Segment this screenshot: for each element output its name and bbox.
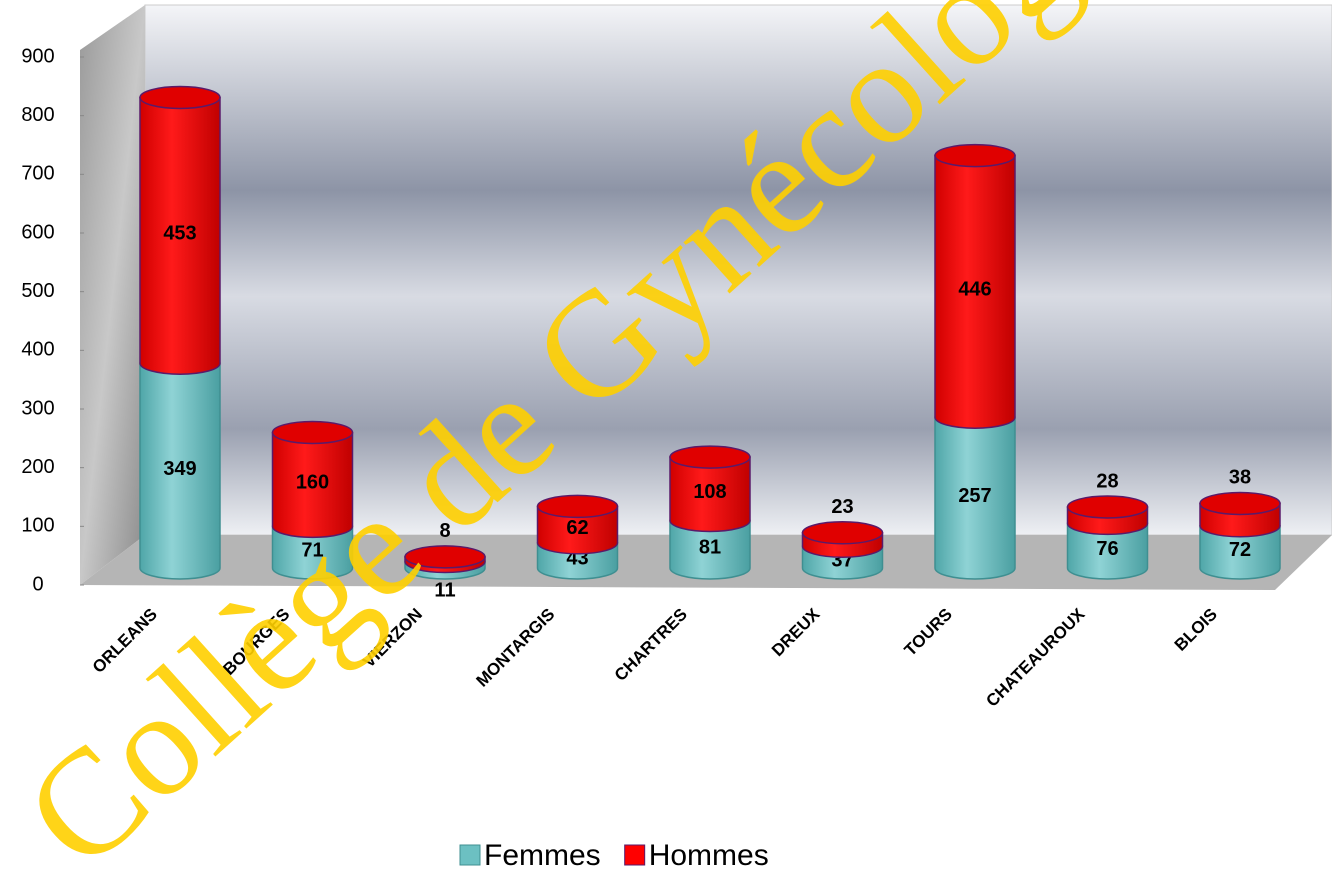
- bar-segment: [934, 416, 1016, 580]
- data-label: 76: [1096, 538, 1118, 560]
- bar-top: [1066, 495, 1149, 519]
- data-label: 453: [163, 223, 196, 245]
- y-tick-label: 900: [21, 45, 54, 67]
- x-tick-label: DREUX: [768, 604, 824, 660]
- bar-segment: [1199, 525, 1281, 580]
- y-tick-label: 200: [21, 456, 54, 478]
- y-tick-label: 800: [21, 104, 54, 126]
- bar-top: [1199, 491, 1281, 516]
- side-wall: [80, 5, 145, 585]
- bar-segment: [139, 362, 221, 580]
- y-tick-label: 700: [21, 163, 54, 185]
- data-label: 72: [1229, 539, 1251, 561]
- data-label: 349: [163, 458, 196, 480]
- bar-top: [801, 521, 884, 545]
- y-tick-label: 300: [21, 397, 54, 419]
- data-label: 108: [693, 481, 726, 503]
- bar-top: [404, 545, 486, 569]
- legend-label: Hommes: [649, 839, 769, 872]
- y-tick-label: 500: [21, 280, 54, 302]
- data-label: 257: [958, 485, 991, 507]
- data-label: 62: [566, 517, 588, 539]
- y-tick-label: 0: [32, 573, 43, 595]
- data-label: 81: [699, 537, 721, 559]
- data-label: 28: [1096, 470, 1118, 492]
- bar-top: [536, 494, 619, 519]
- legend-swatch: [624, 844, 646, 866]
- data-label: 23: [831, 496, 853, 518]
- data-label: 11: [434, 579, 455, 601]
- bar-top: [669, 445, 751, 469]
- x-tick-label: BLOIS: [1171, 605, 1221, 655]
- x-tick-label: CHARTRES: [611, 605, 691, 685]
- data-label: 160: [296, 472, 329, 494]
- legend-swatch: [459, 844, 481, 866]
- bar-segment: [536, 505, 619, 555]
- bar-segment: [1066, 522, 1149, 580]
- data-label: 8: [439, 520, 450, 542]
- x-tick-label: CHATEAUROUX: [982, 604, 1089, 711]
- bars: 3494537116011843628110837232574467628723…: [139, 85, 1281, 601]
- y-tick-label: 100: [21, 515, 54, 537]
- bar-segment: [934, 154, 1016, 429]
- data-label: 446: [958, 279, 991, 301]
- y-tick-label: 400: [21, 339, 54, 361]
- bar-segment: [669, 456, 751, 533]
- bar-top: [934, 143, 1016, 168]
- bar-top: [139, 85, 221, 110]
- data-label: 71: [301, 539, 323, 561]
- data-label: 38: [1229, 467, 1251, 489]
- y-tick-label: 600: [21, 221, 54, 243]
- bar-segment: [271, 431, 354, 539]
- bar-segment: [271, 525, 354, 580]
- x-tick-label: TOURS: [901, 605, 956, 660]
- x-tick-label: MONTARGIS: [472, 605, 558, 691]
- bar-top: [271, 420, 354, 445]
- legend-label: Femmes: [484, 839, 601, 872]
- bar-segment: [139, 96, 221, 376]
- bar-segment: [669, 519, 751, 580]
